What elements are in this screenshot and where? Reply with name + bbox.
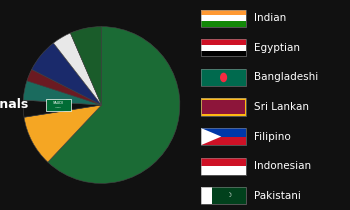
Bar [201,10,246,16]
Wedge shape [54,33,102,105]
Bar [201,98,246,116]
Circle shape [220,73,227,82]
Wedge shape [70,27,102,105]
Bar [201,10,246,27]
Text: SAUDI: SAUDI [53,101,64,105]
Wedge shape [23,81,102,105]
Wedge shape [32,43,102,105]
Text: Indian: Indian [254,13,286,23]
Wedge shape [27,70,101,105]
Text: Pakistani: Pakistani [254,191,301,201]
Wedge shape [48,27,180,183]
Bar [201,166,246,175]
Bar [201,98,246,116]
Bar [201,39,246,45]
Text: ——: —— [55,105,62,109]
Wedge shape [23,100,102,117]
Text: Bangladeshi: Bangladeshi [254,72,318,83]
Wedge shape [24,105,102,162]
Bar [201,158,246,166]
Bar [201,187,212,204]
Bar [201,136,246,145]
Bar [46,99,71,111]
Bar [212,187,246,204]
Bar [201,128,246,136]
Bar [202,100,245,114]
Bar [201,69,246,86]
Text: Sri Lankan: Sri Lankan [254,102,309,112]
Bar [201,69,246,86]
Text: Filipino: Filipino [254,132,290,142]
Bar [201,45,246,51]
Bar [201,21,246,27]
Text: Indonesian: Indonesian [254,161,311,171]
Bar [201,187,246,204]
Text: Egyptian: Egyptian [254,43,300,53]
Bar [201,16,246,21]
Bar [201,39,246,56]
Bar [201,51,246,56]
Bar [201,128,246,145]
Text: Nationals: Nationals [0,98,29,112]
Bar [201,158,246,175]
Text: ☽: ☽ [226,193,231,198]
Polygon shape [201,128,221,145]
